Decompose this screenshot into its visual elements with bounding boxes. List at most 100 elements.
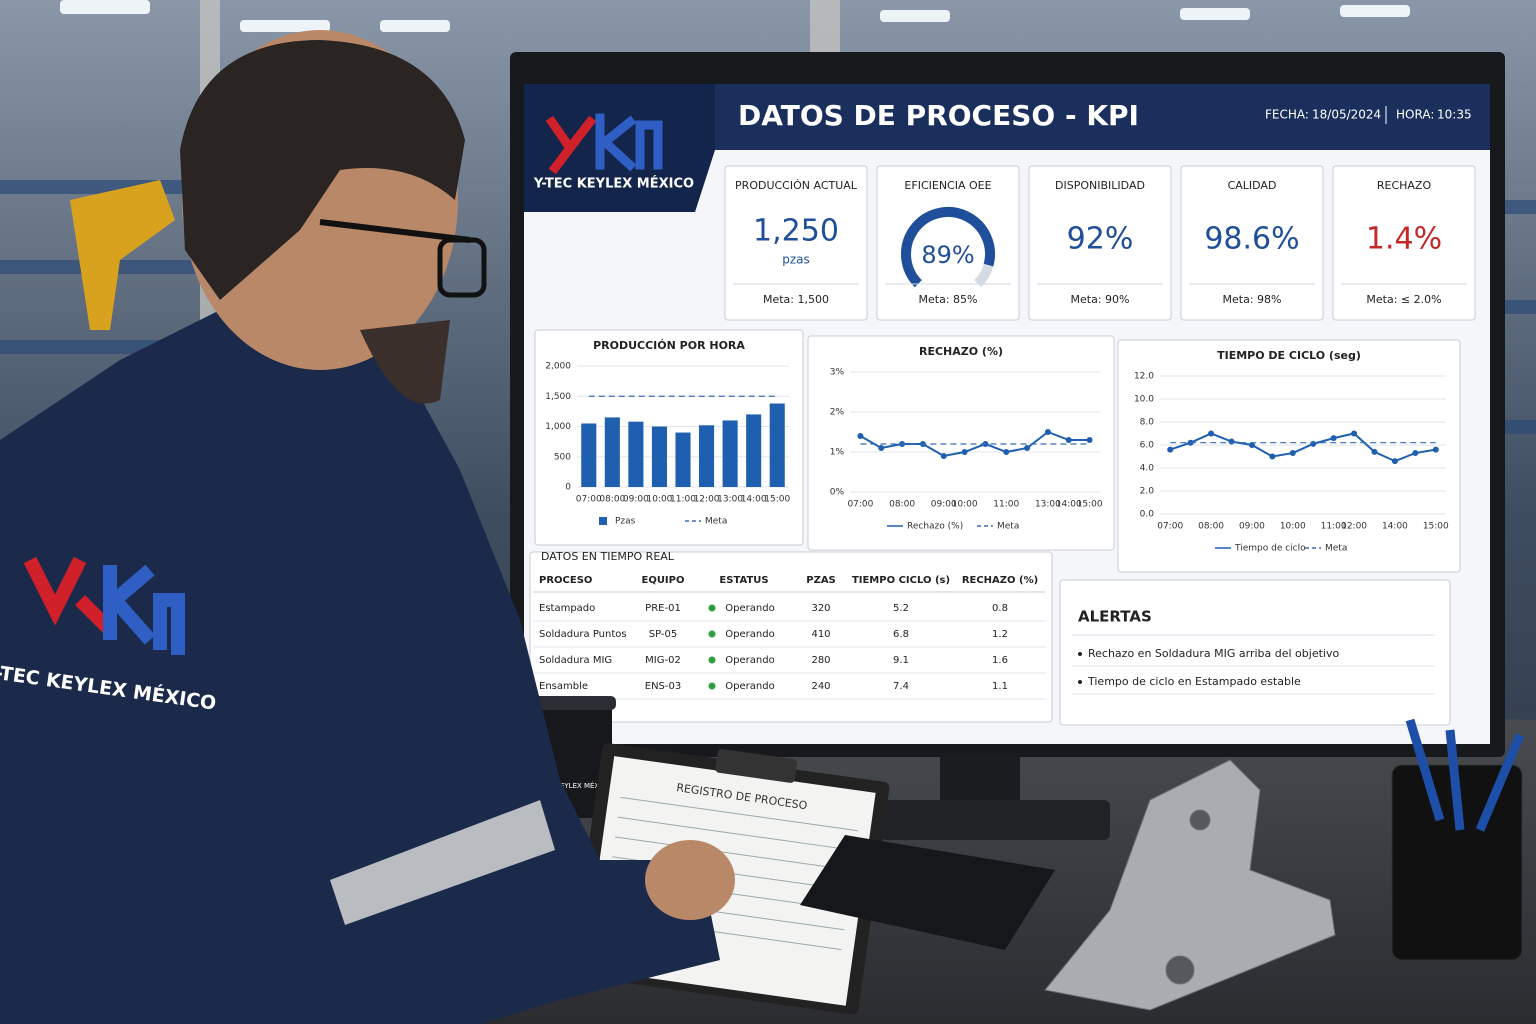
legend-label: Meta bbox=[997, 522, 1019, 532]
kpi-value: 1.4% bbox=[1366, 222, 1442, 257]
table-header: RECHAZO (%) bbox=[962, 575, 1038, 586]
panel bbox=[1059, 579, 1451, 726]
y-tick-label: 1,500 bbox=[545, 392, 571, 402]
bullet bbox=[1078, 652, 1082, 656]
alert-item: Rechazo en Soldadura MIG arriba del obje… bbox=[1088, 647, 1339, 660]
x-tick-label: 10:00 bbox=[952, 500, 978, 510]
kpi-target: Meta: 1,500 bbox=[763, 293, 829, 306]
x-tick-label: 14:00 bbox=[1056, 500, 1082, 510]
x-tick-label: 15:00 bbox=[1077, 500, 1103, 510]
point bbox=[1310, 440, 1317, 447]
chart-title: RECHAZO (%) bbox=[919, 345, 1003, 358]
table-cell: 1.1 bbox=[992, 681, 1008, 692]
date-label: FECHA: bbox=[1265, 108, 1309, 122]
table-cell: 410 bbox=[811, 629, 830, 640]
time: 10:35 bbox=[1437, 108, 1472, 122]
point bbox=[1391, 458, 1398, 465]
alerts-title: ALERTAS bbox=[1078, 608, 1152, 626]
table-cell: 5.2 bbox=[893, 603, 909, 614]
panel bbox=[529, 551, 1053, 723]
panel bbox=[1180, 165, 1324, 321]
table-header: TIEMPO CICLO (s) bbox=[852, 575, 950, 586]
table-cell: MIG-02 bbox=[645, 655, 681, 666]
y-tick-label: 3% bbox=[830, 368, 845, 378]
metal-bracket bbox=[1044, 759, 1336, 1011]
bar bbox=[581, 423, 597, 487]
point bbox=[1269, 453, 1276, 460]
table-cell: Soldadura Puntos bbox=[539, 629, 627, 640]
bar bbox=[722, 420, 738, 487]
point bbox=[1065, 437, 1072, 443]
status-dot bbox=[708, 656, 716, 664]
logo-block bbox=[524, 84, 715, 212]
bar bbox=[699, 425, 715, 487]
x-tick-label: 10:00 bbox=[1280, 522, 1306, 532]
x-tick-label: 08:00 bbox=[889, 500, 915, 510]
table-cell: Soldadura MIG bbox=[539, 655, 612, 666]
y-tick-label: 2% bbox=[830, 408, 845, 418]
bar bbox=[675, 432, 691, 487]
alert-item: Tiempo de ciclo en Estampado estable bbox=[1087, 675, 1301, 688]
x-tick-label: 07:00 bbox=[576, 495, 602, 505]
company-name: Y-TEC KEYLEX MÉXICO bbox=[533, 176, 694, 192]
kpi-label: PRODUCCIÓN ACTUAL bbox=[735, 179, 858, 192]
kpi-target: Meta: 98% bbox=[1223, 293, 1282, 306]
y-tick-label: 8.0 bbox=[1140, 418, 1155, 428]
x-tick-label: 11:00 bbox=[993, 500, 1019, 510]
status-dot bbox=[708, 682, 716, 690]
kpi-target: Meta: 85% bbox=[919, 293, 978, 306]
kpi-value: 1,250 bbox=[753, 214, 839, 249]
kpi-label: CALIDAD bbox=[1228, 179, 1277, 192]
y-tick-label: 2,000 bbox=[545, 362, 571, 372]
table-cell: Operando bbox=[725, 681, 774, 692]
y-tick-label: 1% bbox=[830, 448, 845, 458]
panel bbox=[1028, 165, 1172, 321]
point bbox=[1432, 446, 1439, 453]
bar bbox=[769, 403, 785, 487]
point bbox=[1024, 445, 1031, 451]
x-tick-label: 11:00 bbox=[670, 495, 696, 505]
dashboard-title: DATOS DE PROCESO - KPI bbox=[738, 99, 1139, 132]
table-cell: 280 bbox=[811, 655, 830, 666]
point bbox=[940, 453, 947, 459]
gauge-arc bbox=[901, 207, 995, 288]
table-cell: SP-05 bbox=[649, 629, 678, 640]
kpi-label: DISPONIBILIDAD bbox=[1055, 179, 1145, 192]
legend-label: Meta bbox=[705, 517, 727, 527]
table-cell: 1.2 bbox=[992, 629, 1008, 640]
y-tick-label: 0% bbox=[830, 488, 845, 498]
x-tick-label: 14:00 bbox=[1382, 522, 1408, 532]
bar bbox=[628, 421, 644, 487]
table-cell: Ensamble bbox=[539, 681, 588, 692]
point bbox=[1412, 450, 1419, 457]
x-tick-label: 07:00 bbox=[847, 500, 873, 510]
point bbox=[1228, 438, 1235, 445]
table-cell: PRE-01 bbox=[645, 603, 681, 614]
bar bbox=[604, 417, 620, 487]
point bbox=[1351, 430, 1358, 437]
table-cell: Estampado bbox=[539, 603, 595, 614]
kpi-label: RECHAZO bbox=[1377, 179, 1432, 192]
kpi-unit: pzas bbox=[782, 253, 810, 267]
robot-arm bbox=[70, 180, 175, 330]
kpi-value: 98.6% bbox=[1204, 222, 1299, 257]
point bbox=[961, 449, 968, 455]
point bbox=[857, 433, 864, 439]
point bbox=[1289, 450, 1296, 457]
pen-holder bbox=[1391, 718, 1525, 961]
kpi-target: Meta: ≤ 2.0% bbox=[1366, 293, 1441, 306]
y-tick-label: 6.0 bbox=[1140, 441, 1155, 451]
x-tick-label: 12:00 bbox=[1341, 522, 1367, 532]
table-header: PROCESO bbox=[539, 575, 592, 586]
x-tick-label: 09:00 bbox=[623, 495, 649, 505]
table-header: PZAS bbox=[806, 575, 836, 586]
bar bbox=[746, 414, 762, 487]
legend-label: Tiempo de ciclo bbox=[1234, 544, 1306, 554]
point bbox=[1330, 435, 1337, 442]
status-dot bbox=[708, 604, 716, 612]
x-tick-label: 11:00 bbox=[1321, 522, 1347, 532]
kpi-value: 92% bbox=[1067, 222, 1134, 257]
x-tick-label: 07:00 bbox=[1157, 522, 1183, 532]
table-cell: 1.6 bbox=[992, 655, 1008, 666]
